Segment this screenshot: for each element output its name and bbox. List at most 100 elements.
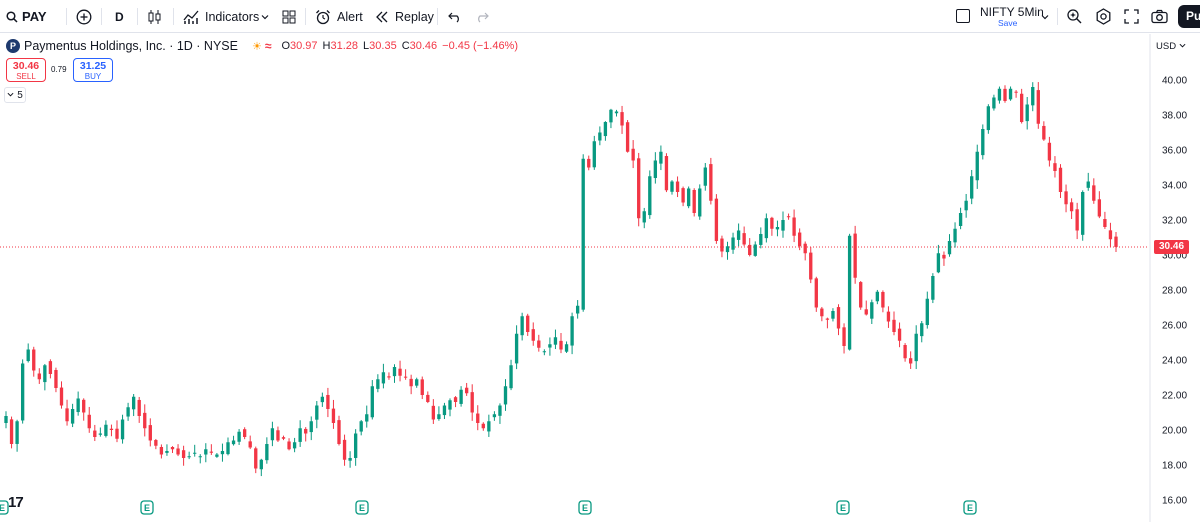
candle-body xyxy=(9,419,14,444)
alert-button[interactable]: Alert xyxy=(315,0,363,33)
chart-type-button[interactable] xyxy=(147,0,163,33)
candle-body xyxy=(1003,88,1007,101)
candle-body xyxy=(1108,230,1113,240)
candle-body xyxy=(498,405,502,416)
candle-body xyxy=(625,122,630,152)
indicators-button[interactable]: Indicators xyxy=(183,0,259,33)
candle-body xyxy=(193,452,197,454)
candle-body xyxy=(431,405,436,420)
candle-body xyxy=(520,316,524,336)
candle-body xyxy=(908,358,913,364)
candle-body xyxy=(1025,104,1029,122)
toolbar-divider xyxy=(305,8,306,25)
fullscreen-button[interactable] xyxy=(1124,0,1139,33)
gear-icon xyxy=(1095,8,1112,25)
earnings-marker[interactable]: E xyxy=(578,500,592,515)
candle-body xyxy=(326,394,330,409)
quick-search-button[interactable] xyxy=(1066,0,1083,33)
y-tick-label: 36.00 xyxy=(1162,146,1187,157)
candle-body xyxy=(703,167,707,186)
earnings-marker-label: E xyxy=(144,503,150,513)
layout-name[interactable]: NIFTY 5Min xyxy=(980,5,1044,19)
candle-body xyxy=(947,241,952,255)
earnings-marker-box xyxy=(0,500,9,515)
candle-body xyxy=(614,111,619,114)
earnings-marker[interactable]: E xyxy=(0,500,9,515)
earnings-marker-box xyxy=(355,500,369,515)
toolbar-divider xyxy=(173,8,174,25)
y-tick-label: 38.00 xyxy=(1162,111,1187,122)
undo-button[interactable] xyxy=(448,0,462,33)
close-value: 30.46 xyxy=(409,40,438,52)
indicators-collapse-button[interactable]: 5 xyxy=(4,87,26,103)
candle-body xyxy=(1019,93,1024,122)
candle-body xyxy=(387,376,391,378)
candles-icon xyxy=(147,9,163,25)
wave-icon[interactable]: ≈ xyxy=(264,39,272,53)
sun-icon[interactable]: ☀ xyxy=(251,40,262,53)
candle-body xyxy=(464,387,469,394)
candle-body xyxy=(170,447,175,450)
candle-body xyxy=(925,298,929,326)
candle-body xyxy=(981,129,985,156)
candle-body xyxy=(320,396,325,403)
layout-checkbox[interactable] xyxy=(956,9,970,23)
redo-button[interactable] xyxy=(475,0,489,33)
candle-body xyxy=(154,440,158,446)
layout-save-link[interactable]: Save xyxy=(998,18,1018,28)
series-title[interactable]: Paymentus Holdings, Inc. · 1D · NYSE xyxy=(24,39,238,53)
price-chart[interactable]: 16.00 18.00 20.00 22.00 24.00 26.00 28.00 30.00… xyxy=(0,34,1200,522)
candle-body xyxy=(1053,163,1057,171)
candle-body xyxy=(681,188,685,203)
earnings-marker[interactable]: E xyxy=(963,500,977,515)
replay-button[interactable]: Replay xyxy=(375,0,434,33)
high-value: 31.28 xyxy=(330,40,359,52)
buy-label: BUY xyxy=(84,72,102,81)
candle-body xyxy=(797,232,802,247)
y-tick-label: 16.00 xyxy=(1162,496,1187,507)
candle-body xyxy=(548,344,552,348)
indicator-templates-button[interactable] xyxy=(261,0,269,33)
candle-body xyxy=(659,151,663,164)
layout-menu-button[interactable] xyxy=(1041,0,1049,33)
candle-body xyxy=(104,424,108,436)
last-price-tag: 30.46 xyxy=(1154,240,1189,254)
candle-body xyxy=(226,442,230,455)
candle-body xyxy=(109,428,114,430)
open-key: O xyxy=(281,40,291,52)
candle-body xyxy=(15,421,19,444)
sell-button[interactable]: 30.46 SELL xyxy=(6,58,46,82)
earnings-marker[interactable]: E xyxy=(355,500,369,515)
candle-body xyxy=(503,386,508,405)
currency-selector[interactable]: USD xyxy=(1156,38,1196,54)
earnings-marker[interactable]: E xyxy=(836,500,850,515)
candle-body xyxy=(481,423,485,429)
candle-body xyxy=(492,414,497,418)
candle-body xyxy=(592,141,596,168)
candle-body xyxy=(986,106,991,131)
layouts-button[interactable] xyxy=(282,0,296,33)
candle-body xyxy=(476,413,480,423)
compare-symbol-button[interactable] xyxy=(76,0,92,33)
candle-body xyxy=(609,109,613,123)
candle-body xyxy=(1086,181,1090,188)
interval-button[interactable]: D xyxy=(115,9,124,24)
symbol-search[interactable]: PAY xyxy=(6,0,47,33)
settings-button[interactable] xyxy=(1095,0,1112,33)
publish-button[interactable]: Pu xyxy=(1178,5,1200,28)
tradingview-logo[interactable]: 17 xyxy=(8,494,24,511)
candle-body xyxy=(209,451,214,453)
candle-body xyxy=(292,442,297,449)
candle-body xyxy=(198,456,202,458)
candle-body xyxy=(43,365,47,383)
snapshot-button[interactable] xyxy=(1151,0,1168,33)
earnings-marker[interactable]: E xyxy=(140,500,154,515)
candle-body xyxy=(964,200,968,211)
candle-body xyxy=(1036,90,1040,124)
y-tick-label: 34.00 xyxy=(1162,181,1187,192)
buy-button[interactable]: 31.25 BUY xyxy=(73,58,113,82)
candle-body xyxy=(437,414,441,420)
candle-body xyxy=(997,88,1002,101)
candle-body xyxy=(570,316,574,346)
candle-body xyxy=(331,408,336,423)
